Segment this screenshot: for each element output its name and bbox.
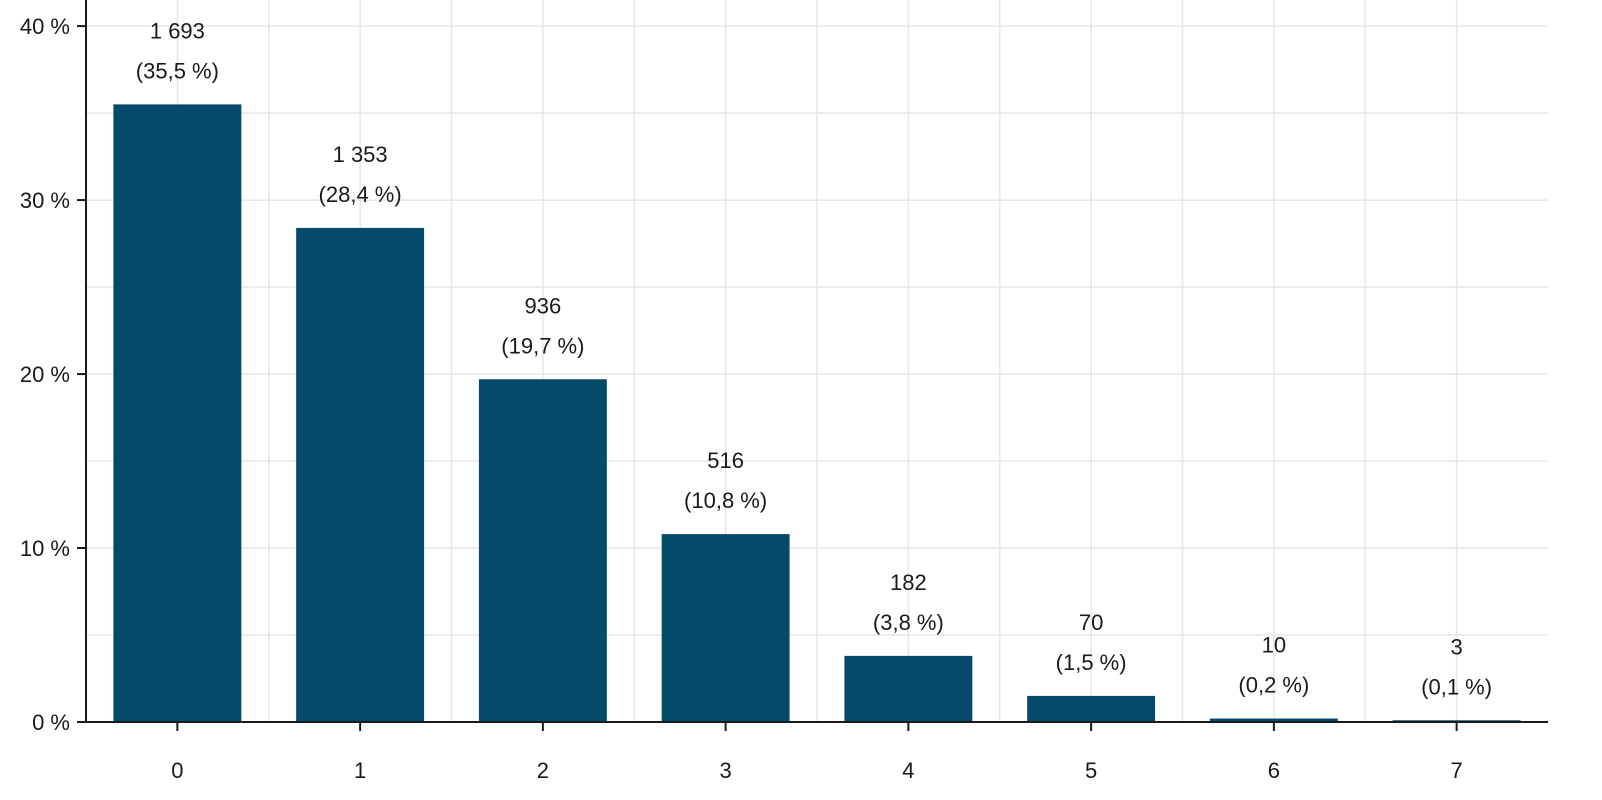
y-tick-label: 10 %: [20, 536, 70, 561]
bar-count-label: 10: [1262, 633, 1286, 658]
bar-percent-label: (35,5 %): [136, 58, 219, 83]
bar-1: [296, 227, 425, 722]
bar-count-label: 516: [707, 448, 744, 473]
bar-count-label: 70: [1079, 610, 1103, 635]
bar-count-label: 1 693: [150, 18, 205, 43]
bar-percent-label: (1,5 %): [1056, 650, 1127, 675]
y-tick-label: 30 %: [20, 188, 70, 213]
bar-percent-label: (10,8 %): [684, 488, 767, 513]
bar-0: [113, 104, 242, 722]
bar-2: [478, 379, 607, 722]
bar-percent-label: (0,2 %): [1238, 673, 1309, 698]
x-tick-label: 0: [171, 758, 183, 783]
bar-count-label: 936: [525, 293, 562, 318]
bar-percent-label: (3,8 %): [873, 610, 944, 635]
bar-percent-label: (0,1 %): [1421, 674, 1492, 699]
bar-layer: [113, 104, 1521, 722]
bar-percent-label: (28,4 %): [319, 182, 402, 207]
bar-count-label: 3: [1451, 634, 1463, 659]
x-tick-label: 3: [720, 758, 732, 783]
y-tick-label: 40 %: [20, 14, 70, 39]
x-tick-label: 5: [1085, 758, 1097, 783]
x-tick-label: 6: [1268, 758, 1280, 783]
y-tick-label: 20 %: [20, 362, 70, 387]
x-tick-label: 2: [537, 758, 549, 783]
bar-count-label: 1 353: [333, 142, 388, 167]
x-tick-label: 1: [354, 758, 366, 783]
bar-3: [661, 534, 790, 722]
bar-5: [1027, 695, 1156, 722]
y-tick-label: 0 %: [32, 710, 70, 735]
bar-6: [1209, 718, 1338, 722]
bar-percent-label: (19,7 %): [501, 333, 584, 358]
grid-layer: [86, 0, 1548, 722]
x-tick-label: 4: [902, 758, 914, 783]
axis-layer: 0 1 2 3 4 5 6 7 0 % 10 % 20 % 30 % 40 %: [20, 0, 1548, 783]
x-tick-label: 7: [1451, 758, 1463, 783]
bar-count-label: 182: [890, 570, 927, 595]
bar-4: [844, 655, 973, 722]
data-label-layer: 1 693 (35,5 %) 1 353 (28,4 %) 936 (19,7 %) 516…: [136, 18, 1492, 699]
